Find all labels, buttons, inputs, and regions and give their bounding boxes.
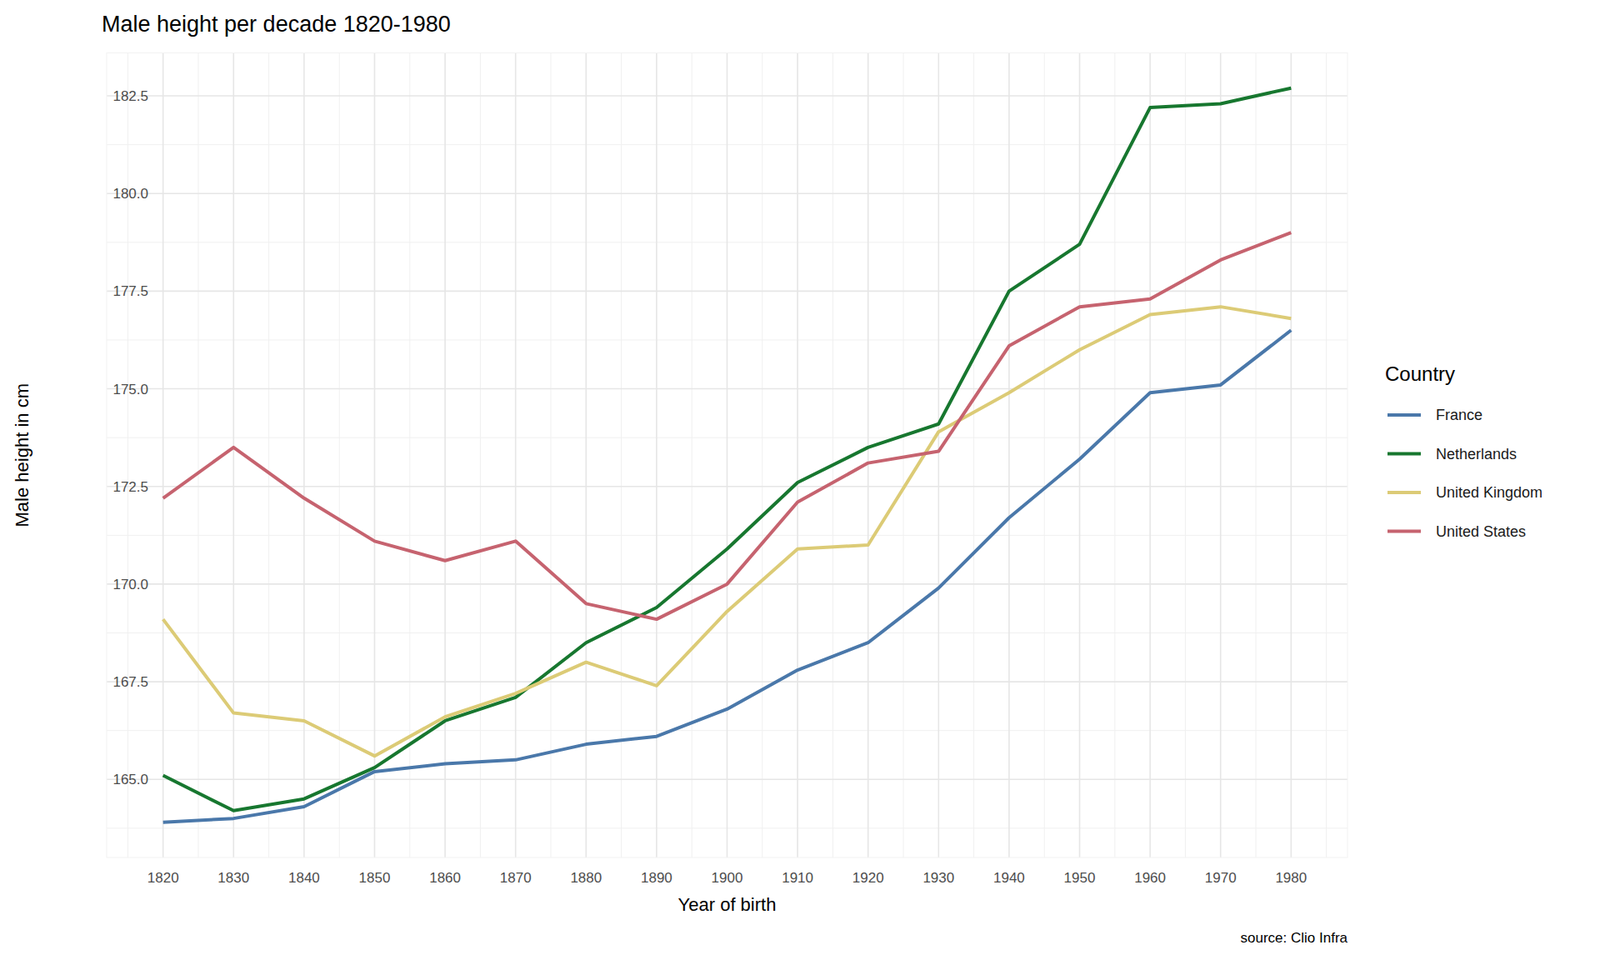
legend-label: Netherlands xyxy=(1435,445,1517,463)
series-line xyxy=(163,330,1292,823)
series-line xyxy=(163,232,1292,620)
minor-grid-line xyxy=(1325,53,1327,859)
y-tick-label: 182.5 xyxy=(112,88,149,105)
x-tick-label: 1940 xyxy=(993,870,1025,886)
x-grid-line xyxy=(515,53,517,859)
minor-grid-line xyxy=(761,53,763,859)
x-grid-line xyxy=(867,53,870,859)
x-tick-label: 1890 xyxy=(640,870,673,886)
legend-key xyxy=(1387,530,1421,534)
caption: source: Clio Infra xyxy=(1240,930,1349,946)
x-tick-label: 1840 xyxy=(288,870,320,886)
x-grid-line xyxy=(162,53,165,859)
x-tick-label: 1870 xyxy=(500,870,532,886)
x-tick-label: 1900 xyxy=(711,870,744,886)
legend-key xyxy=(1387,413,1421,417)
x-grid-line xyxy=(585,53,587,859)
x-tick-label: 1880 xyxy=(570,870,602,886)
x-grid-line xyxy=(1220,53,1222,859)
x-tick-label: 1860 xyxy=(429,870,461,886)
x-grid-line xyxy=(374,53,376,859)
minor-grid-line xyxy=(832,53,834,859)
minor-grid-line xyxy=(197,53,199,859)
series-line xyxy=(163,88,1292,811)
chart: 165.0 167.5 170.0 172.5 175.0 177.5 180.0 182.5… xyxy=(0,0,1600,960)
minor-grid-line xyxy=(1185,53,1186,859)
minor-grid-line xyxy=(127,53,129,859)
minor-grid-line xyxy=(903,53,905,859)
x-grid-line xyxy=(938,53,940,859)
y-tick-label: 180.0 xyxy=(112,185,149,202)
y-tick-label: 177.5 xyxy=(112,283,149,300)
x-grid-line xyxy=(726,53,729,859)
legend-title: Country xyxy=(1385,362,1455,385)
legend-label: United States xyxy=(1435,523,1526,540)
minor-grid-line xyxy=(1255,53,1257,859)
x-grid-line xyxy=(796,53,799,859)
legend-label: France xyxy=(1435,406,1483,424)
background xyxy=(0,0,1600,960)
legend-key xyxy=(1387,490,1421,495)
grid xyxy=(106,53,1348,859)
x-grid-line xyxy=(1008,53,1010,859)
minor-grid-line xyxy=(973,53,975,859)
x-grid-line xyxy=(444,53,446,859)
y-tick-label: 165.0 xyxy=(112,771,149,788)
x-tick-label: 1950 xyxy=(1064,870,1096,886)
y-tick-label: 170.0 xyxy=(112,576,149,593)
legend-label: United Kingdom xyxy=(1435,484,1543,501)
x-grid-line xyxy=(232,53,235,859)
x-grid-line xyxy=(303,53,305,859)
x-tick-label: 1820 xyxy=(147,870,180,886)
lines xyxy=(163,88,1292,823)
minor-grid-line xyxy=(550,53,551,859)
series-line xyxy=(163,306,1292,756)
x-axis-title: Year of birth xyxy=(678,894,777,915)
y-axis-title: Male height in cm xyxy=(11,383,33,527)
y-tick-label: 172.5 xyxy=(112,479,149,495)
y-tick-label: 175.0 xyxy=(112,381,149,398)
minor-grid-line xyxy=(1044,53,1045,859)
x-tick-label: 1970 xyxy=(1205,870,1237,886)
x-tick-label: 1920 xyxy=(852,870,885,886)
minor-grid-line xyxy=(691,53,693,859)
y-tick-label: 167.5 xyxy=(112,674,149,690)
title: Male height per decade 1820-1980 xyxy=(101,11,451,37)
x-tick-label: 1850 xyxy=(359,870,391,886)
minor-grid-line xyxy=(620,53,622,859)
plot-frame xyxy=(106,53,1348,859)
minor-grid-line xyxy=(480,53,481,859)
x-tick-label: 1910 xyxy=(781,870,814,886)
legend-key xyxy=(1387,452,1421,456)
x-tick-label: 1930 xyxy=(922,870,955,886)
x-tick-label: 1830 xyxy=(217,870,250,886)
x-grid-line xyxy=(1079,53,1081,859)
x-grid-line xyxy=(1149,53,1151,859)
x-tick-label: 1960 xyxy=(1134,870,1166,886)
legend: Country France Netherlands United Kingdom Un… xyxy=(1385,362,1543,540)
x-tick-label: 1980 xyxy=(1275,870,1307,886)
minor-grid-line xyxy=(268,53,270,859)
x-grid-line xyxy=(1290,53,1293,859)
